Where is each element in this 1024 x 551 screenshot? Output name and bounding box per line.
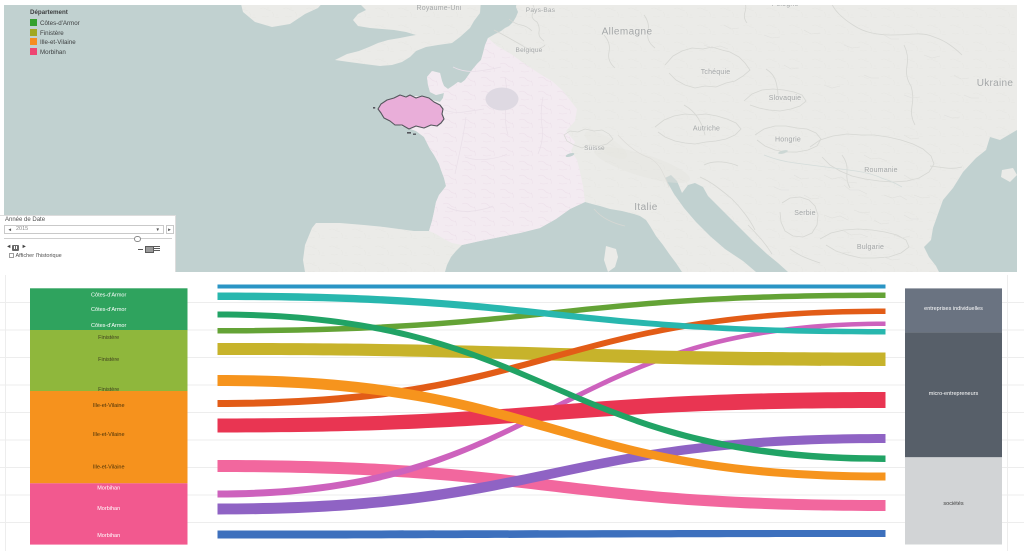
svg-text:Finistère: Finistère — [98, 387, 119, 393]
svg-text:Pays-Bas: Pays-Bas — [526, 7, 556, 14]
svg-text:Ille-et-Vilaine: Ille-et-Vilaine — [93, 465, 125, 471]
svg-text:entreprises individuelles: entreprises individuelles — [924, 306, 983, 312]
svg-text:Ille-et-Vilaine: Ille-et-Vilaine — [93, 432, 125, 438]
svg-text:Côtes-d'Armor: Côtes-d'Armor — [91, 293, 126, 299]
svg-text:Suisse: Suisse — [584, 145, 605, 152]
svg-text:Allemagne: Allemagne — [602, 27, 653, 38]
svg-text:Finistère: Finistère — [98, 335, 119, 341]
svg-text:micro-entrepreneurs: micro-entrepreneurs — [929, 391, 979, 397]
svg-text:Royaume-Uni: Royaume-Uni — [417, 5, 462, 12]
svg-text:Tchéquie: Tchéquie — [701, 69, 731, 76]
svg-text:Autriche: Autriche — [693, 126, 720, 133]
svg-text:Belgique: Belgique — [516, 47, 543, 54]
svg-text:Ille-et-Vilaine: Ille-et-Vilaine — [93, 403, 125, 409]
svg-text:Morbihan: Morbihan — [97, 486, 120, 492]
svg-text:Hongrie: Hongrie — [775, 137, 801, 144]
svg-text:Ukraine: Ukraine — [977, 78, 1014, 89]
svg-text:Côtes-d'Armor: Côtes-d'Armor — [91, 323, 126, 329]
svg-text:Bulgarie: Bulgarie — [857, 244, 884, 251]
svg-text:Côtes-d'Armor: Côtes-d'Armor — [91, 307, 126, 313]
svg-text:Italie: Italie — [634, 202, 658, 213]
svg-text:Morbihan: Morbihan — [97, 533, 120, 539]
svg-text:Morbihan: Morbihan — [97, 506, 120, 512]
svg-text:Slovaquie: Slovaquie — [769, 95, 802, 102]
svg-text:Pologne: Pologne — [771, 5, 798, 8]
svg-text:Roumanie: Roumanie — [864, 167, 898, 174]
svg-text:Finistère: Finistère — [98, 357, 119, 363]
svg-text:sociétés: sociétés — [943, 501, 963, 507]
svg-text:Serbie: Serbie — [794, 210, 815, 217]
